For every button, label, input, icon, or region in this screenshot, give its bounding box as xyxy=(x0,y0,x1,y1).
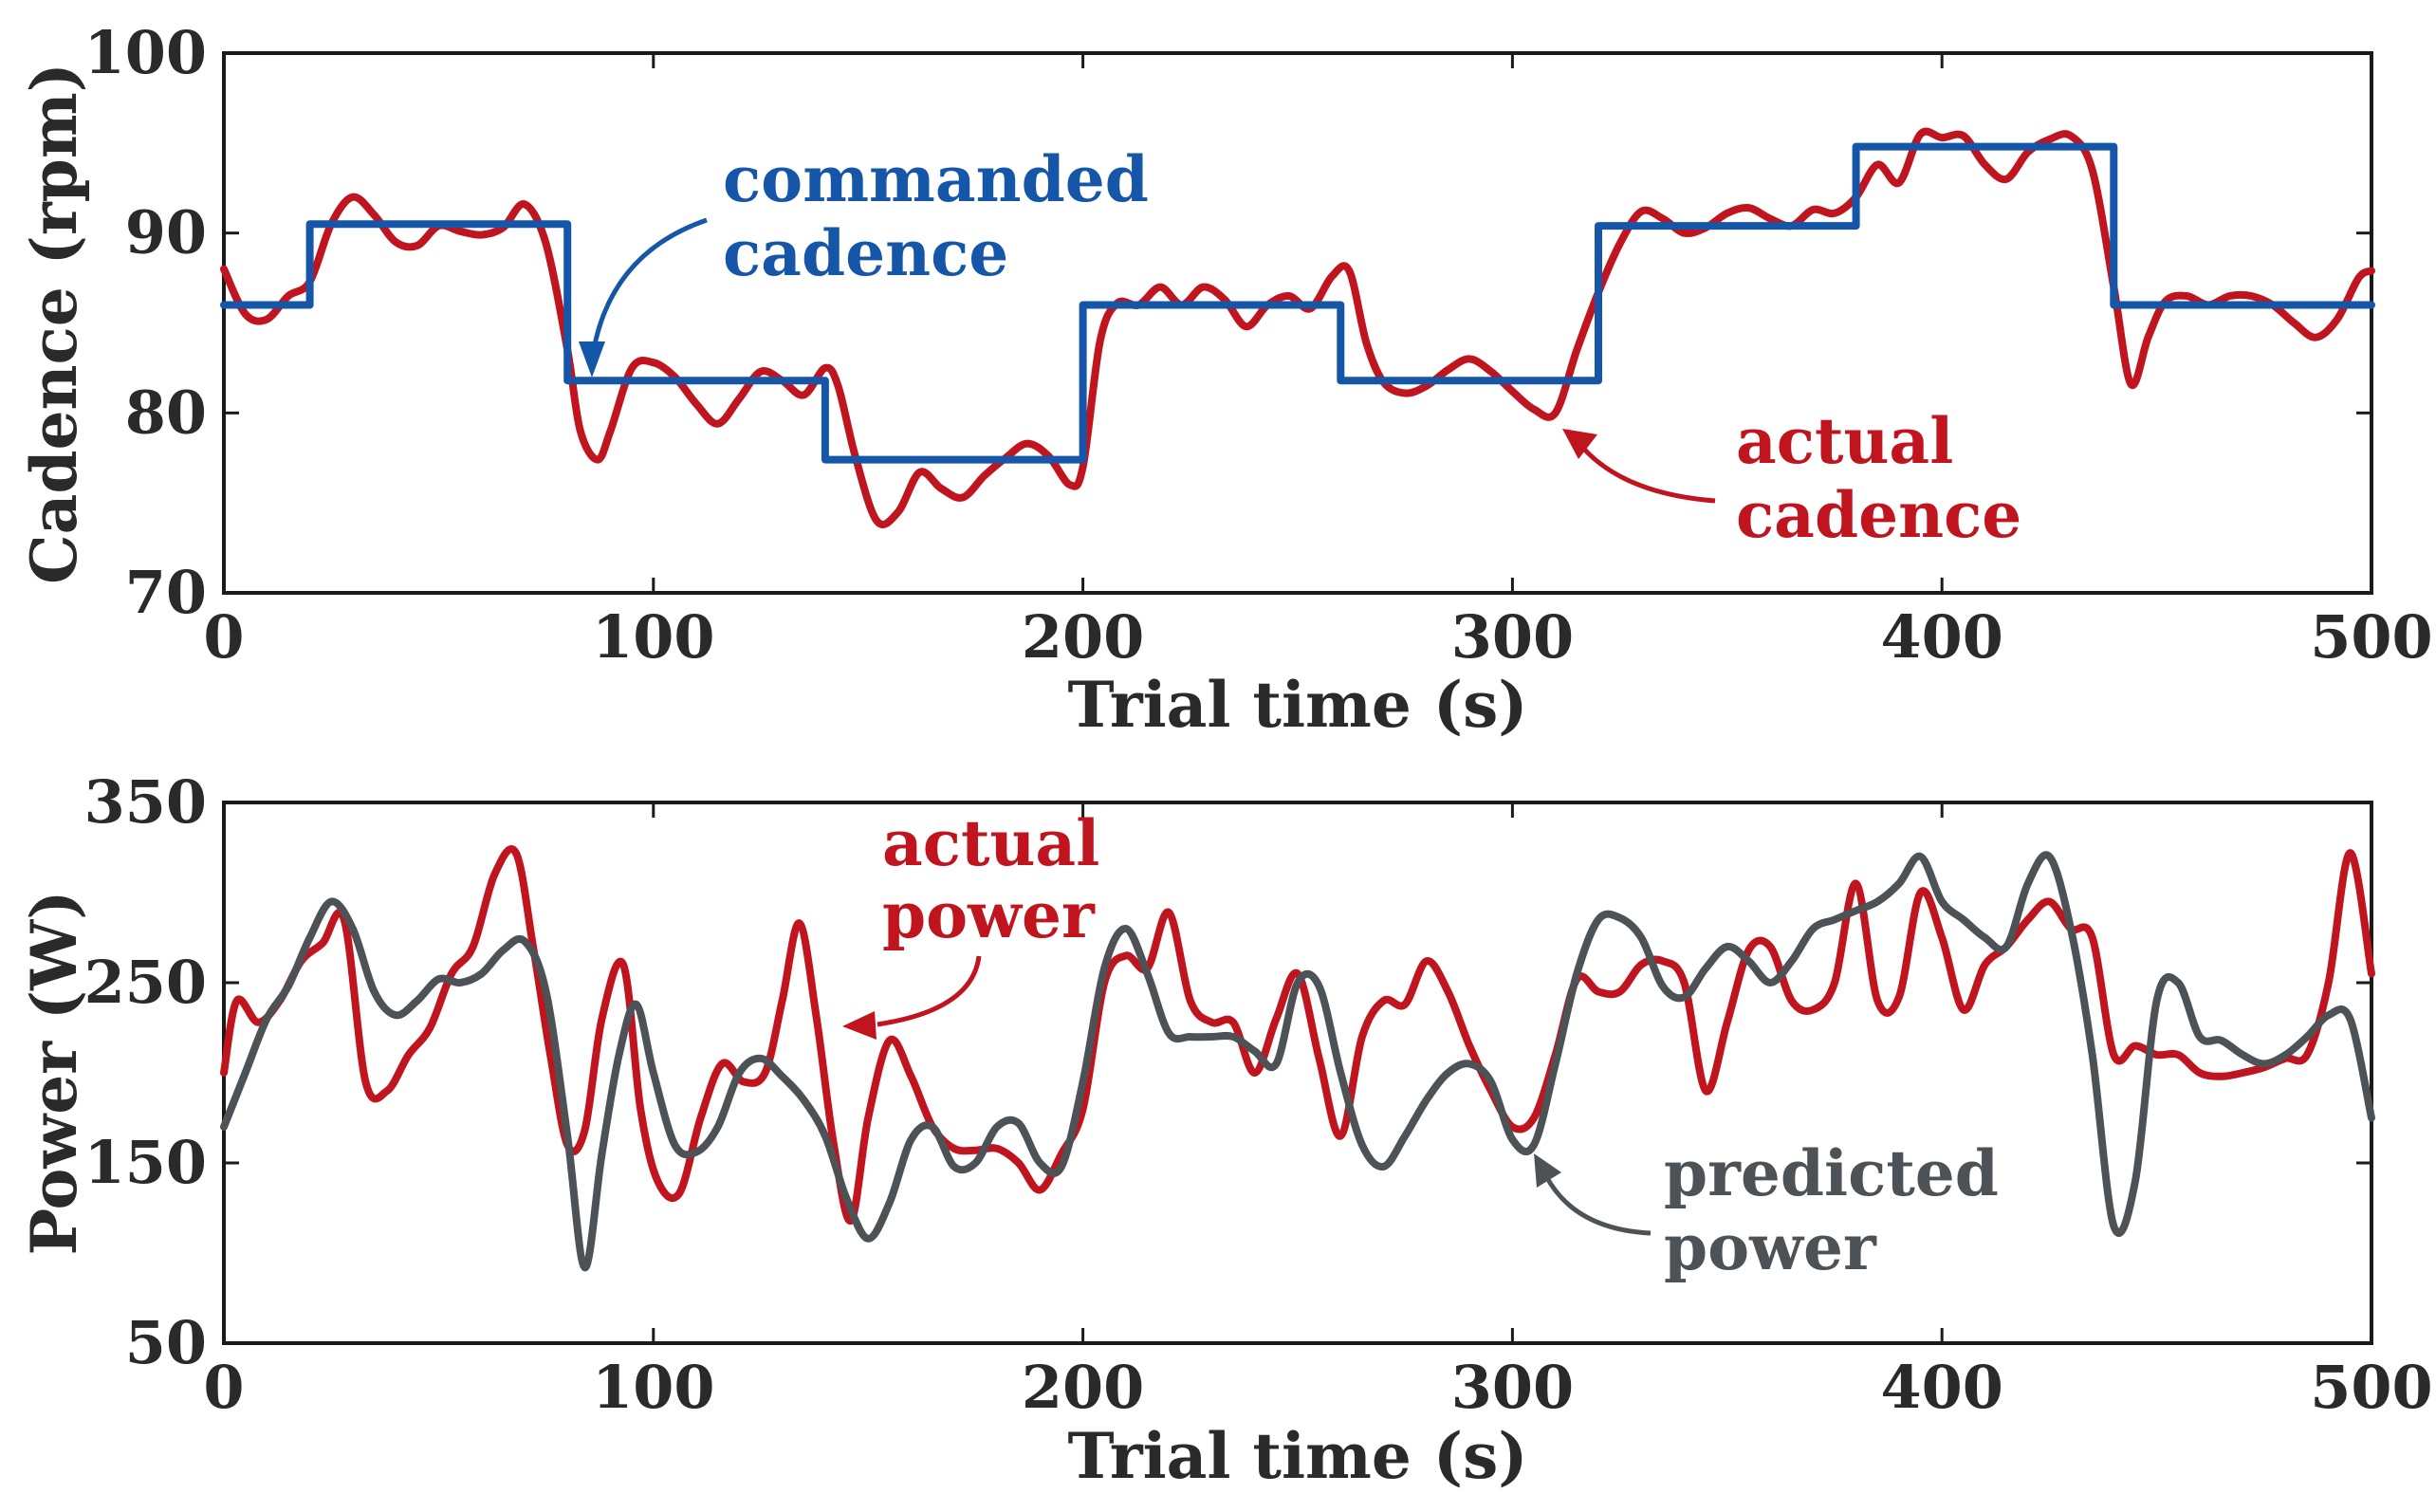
annotation-commanded-cadence-arrowhead xyxy=(579,341,605,378)
power-ylabel: Power (W) xyxy=(17,890,91,1255)
actual-power-line xyxy=(220,845,2375,1225)
cadence-xtick-label: 0 xyxy=(203,602,244,672)
cadence-ytick-label: 90 xyxy=(125,198,207,267)
annotation-predicted-power-line2: power xyxy=(1664,1210,1877,1284)
commanded-cadence-line xyxy=(220,142,2375,464)
power-xtick-label: 300 xyxy=(1451,1353,1574,1422)
annotation-commanded-cadence: commanded cadence xyxy=(579,142,1149,378)
annotation-actual-cadence-arrow xyxy=(1575,438,1716,504)
annotation-actual-cadence-line2: cadence xyxy=(1736,478,2021,552)
power-ytick-label: 50 xyxy=(125,1308,207,1377)
cadence-ytick-label: 80 xyxy=(125,378,207,447)
annotation-actual-cadence: actual cadence xyxy=(1562,404,2021,552)
power-xlabel: Trial time (s) xyxy=(1068,1419,1528,1493)
power-xtick-label: 500 xyxy=(2310,1353,2432,1422)
annotation-actual-power-line2: power xyxy=(882,878,1096,952)
power-ytick-label: 250 xyxy=(84,948,207,1017)
annotation-commanded-cadence-line1: commanded xyxy=(723,142,1149,216)
cadence-xtick-label: 400 xyxy=(1880,602,2002,672)
power-xtick-label: 400 xyxy=(1880,1353,2002,1422)
annotation-actual-power: actual power xyxy=(842,806,1099,1040)
power-ytick-label: 350 xyxy=(84,767,207,837)
cadence-plot-frame xyxy=(222,51,2373,595)
cadence-ytick-label: 70 xyxy=(125,558,207,627)
power-xtick-label: 200 xyxy=(1022,1353,1144,1422)
cadence-xtick-label: 100 xyxy=(592,602,714,672)
actual-cadence-line xyxy=(220,127,2375,528)
annotation-predicted-power: predicted power xyxy=(1534,1136,1999,1284)
power-chart: 0 100 200 300 400 500 50 150 250 350 Power (W) Tr… xyxy=(17,767,2433,1493)
annotation-actual-power-arrow xyxy=(877,955,982,1027)
annotation-predicted-power-line1: predicted xyxy=(1664,1136,1999,1210)
cadence-xtick-label: 200 xyxy=(1022,602,1144,672)
annotation-actual-cadence-line1: actual xyxy=(1736,404,1953,478)
annotation-predicted-power-arrowhead xyxy=(1534,1153,1561,1188)
annotation-actual-power-line1: actual xyxy=(882,806,1099,880)
predicted-power-line xyxy=(220,851,2375,1272)
annotation-actual-cadence-arrowhead xyxy=(1562,429,1597,459)
annotation-commanded-cadence-line2: cadence xyxy=(723,216,1008,290)
cadence-xlabel: Trial time (s) xyxy=(1068,668,1528,742)
cadence-xtick-label: 500 xyxy=(2310,602,2432,672)
cadence-ytick-label: 100 xyxy=(84,18,207,87)
annotation-actual-power-arrowhead xyxy=(842,1011,877,1040)
power-plot-frame xyxy=(222,801,2373,1345)
cadence-ylabel: Cadence (rpm) xyxy=(17,63,91,584)
annotation-commanded-cadence-arrow xyxy=(589,217,708,361)
power-ytick-label: 150 xyxy=(84,1128,207,1197)
power-xtick-label: 0 xyxy=(203,1353,244,1422)
annotation-predicted-power-arrow xyxy=(1543,1174,1652,1236)
power-xtick-label: 100 xyxy=(592,1353,714,1422)
cadence-xtick-label: 300 xyxy=(1451,602,1574,672)
